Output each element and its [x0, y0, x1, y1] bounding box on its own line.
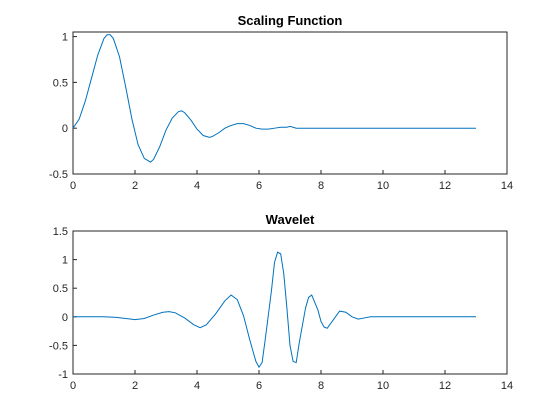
y-tick-label: -0.5: [49, 169, 68, 181]
x-tick-label: 14: [501, 180, 513, 192]
scaling-function-subplot: Scaling Function 0 2 4 6 8 10 12 14-0.500.51: [49, 13, 513, 192]
y-tick-label: -1: [58, 369, 68, 381]
x-tick-label: 4: [194, 180, 200, 192]
y-tick-label: 0: [62, 123, 68, 135]
x-tick-label: 6: [256, 180, 262, 192]
x-tick-label: 14: [501, 380, 513, 392]
x-tick-label: 10: [377, 380, 389, 392]
y-tick-label: 1: [62, 32, 68, 44]
chart-title: Wavelet: [266, 212, 315, 227]
x-tick-label: 4: [194, 380, 200, 392]
y-tick-label: 1: [62, 255, 68, 267]
x-tick-label: 10: [377, 180, 389, 192]
wavelet-subplot: Wavelet 0 2 4 6 8 10 12 14 -1 -0.5 0 0.5 1 1.5: [49, 212, 513, 392]
y-tick-label: -0.5: [49, 340, 68, 352]
chart-title: Scaling Function: [238, 13, 343, 28]
scaling-function-line: [72, 34, 476, 163]
y-tick-label: 0.5: [53, 77, 68, 89]
x-tick-label: 12: [439, 380, 451, 392]
tick-group: 0 2 4 6 8 10 12 14-0.500.51: [49, 32, 513, 192]
x-tick-label: 6: [256, 380, 262, 392]
y-tick-label: 0: [62, 312, 68, 324]
wavelet-line: [73, 251, 476, 369]
x-tick-label: 12: [439, 180, 451, 192]
x-tick-label: 0: [70, 380, 76, 392]
x-tick-label: 2: [132, 180, 138, 192]
plot-area: [72, 230, 508, 375]
plot-area: [72, 31, 508, 175]
tick-group: 0 2 4 6 8 10 12 14 -1 -0.5 0 0.5 1 1.5: [49, 226, 513, 392]
x-tick-label: 2: [132, 380, 138, 392]
x-tick-label: 8: [318, 180, 324, 192]
x-tick-label: 8: [318, 380, 324, 392]
x-tick-label: 0: [70, 180, 76, 192]
y-tick-label: 1.5: [53, 226, 68, 238]
y-tick-label: 0.5: [53, 283, 68, 295]
